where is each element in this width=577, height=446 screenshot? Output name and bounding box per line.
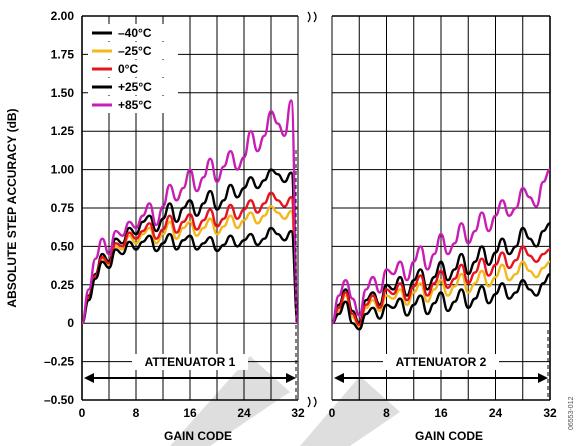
- series-line-0-3: [80, 226, 300, 325]
- x-tick-label: 16: [183, 406, 197, 420]
- legend-bg-3: [88, 78, 178, 95]
- x-tick-label: 16: [434, 406, 448, 420]
- series-line-1-3: [331, 272, 551, 331]
- series-line-1-0: [331, 222, 551, 325]
- y-tick-label: 1.50: [51, 86, 75, 100]
- series-line-0-4: [80, 99, 300, 325]
- region-label-bg-0: [132, 354, 248, 370]
- y-tick-label: 1.25: [51, 124, 75, 138]
- axes-text: 2.00 1.75 1.50 1.25 1.00 0.75 0.50 0.25 0 –0.25 –0…: [5, 9, 575, 443]
- legend-label: –40°C: [118, 26, 152, 40]
- legend-label: +85°C: [118, 98, 152, 112]
- y-tick-label: 0: [67, 316, 74, 330]
- y-tick-label: 1.00: [51, 163, 75, 177]
- x-tick-label: 0: [79, 406, 86, 420]
- x-tick-label: 0: [329, 406, 336, 420]
- x-tick-label: 8: [383, 406, 390, 420]
- region-arrow-head-left-1: [334, 373, 344, 383]
- axis-break-mark-0: [307, 11, 317, 23]
- region-label: ATTENUATOR 2: [396, 355, 487, 369]
- legend-bg-2: [88, 60, 178, 77]
- y-tick-label: 0.75: [51, 201, 75, 215]
- legend: –40°C –25°C 0°C +25°C +85°C: [88, 24, 178, 113]
- y-tick-label: –0.25: [44, 355, 74, 369]
- y-axis-title: ABSOLUTE STEP ACCURACY (dB): [5, 108, 19, 307]
- annotations: ATTENUATOR 1 ATTENUATOR 2: [84, 150, 549, 400]
- y-tick-label: 2.00: [51, 9, 75, 23]
- series-line-0-1: [80, 205, 300, 325]
- y-tick-label: 0.50: [51, 239, 75, 253]
- region-label: ATTENUATOR 1: [145, 355, 236, 369]
- x-axis-title: GAIN CODE: [415, 429, 483, 443]
- x-tick-label: 32: [291, 406, 305, 420]
- series-layer: [80, 99, 551, 331]
- series-line-1-4: [330, 168, 551, 325]
- x-axis-title: GAIN CODE: [164, 429, 232, 443]
- legend-label: 0°C: [118, 62, 138, 76]
- region-arrow-head-right-0: [286, 373, 296, 383]
- y-tick-label: 0.25: [51, 278, 75, 292]
- x-tick-label: 24: [489, 406, 503, 420]
- series-line-0-0: [80, 168, 300, 325]
- series-line-0-2: [80, 191, 300, 325]
- series-line-1-1: [331, 260, 551, 328]
- series-line-1-2: [331, 245, 551, 326]
- legend-bg-1: [88, 42, 178, 59]
- watermark-shape-1: [300, 376, 400, 446]
- legend-label: +25°C: [118, 80, 152, 94]
- legend-bg-0: [88, 24, 178, 41]
- region-arrow-head-left-0: [84, 373, 94, 383]
- legend-label: –25°C: [118, 44, 152, 58]
- x-tick-label: 32: [543, 406, 557, 420]
- figure-id: 06553-012: [568, 396, 575, 430]
- x-tick-label: 8: [133, 406, 140, 420]
- x-tick-label: 24: [237, 406, 251, 420]
- grid-lines: [81, 15, 551, 401]
- region-arrow-head-right-1: [538, 373, 548, 383]
- axis-break-mark-1: [307, 396, 317, 408]
- region-label-bg-1: [383, 354, 499, 370]
- legend-bg-4: [88, 96, 178, 113]
- y-tick-label: 1.75: [51, 47, 75, 61]
- y-tick-label: –0.50: [44, 393, 74, 407]
